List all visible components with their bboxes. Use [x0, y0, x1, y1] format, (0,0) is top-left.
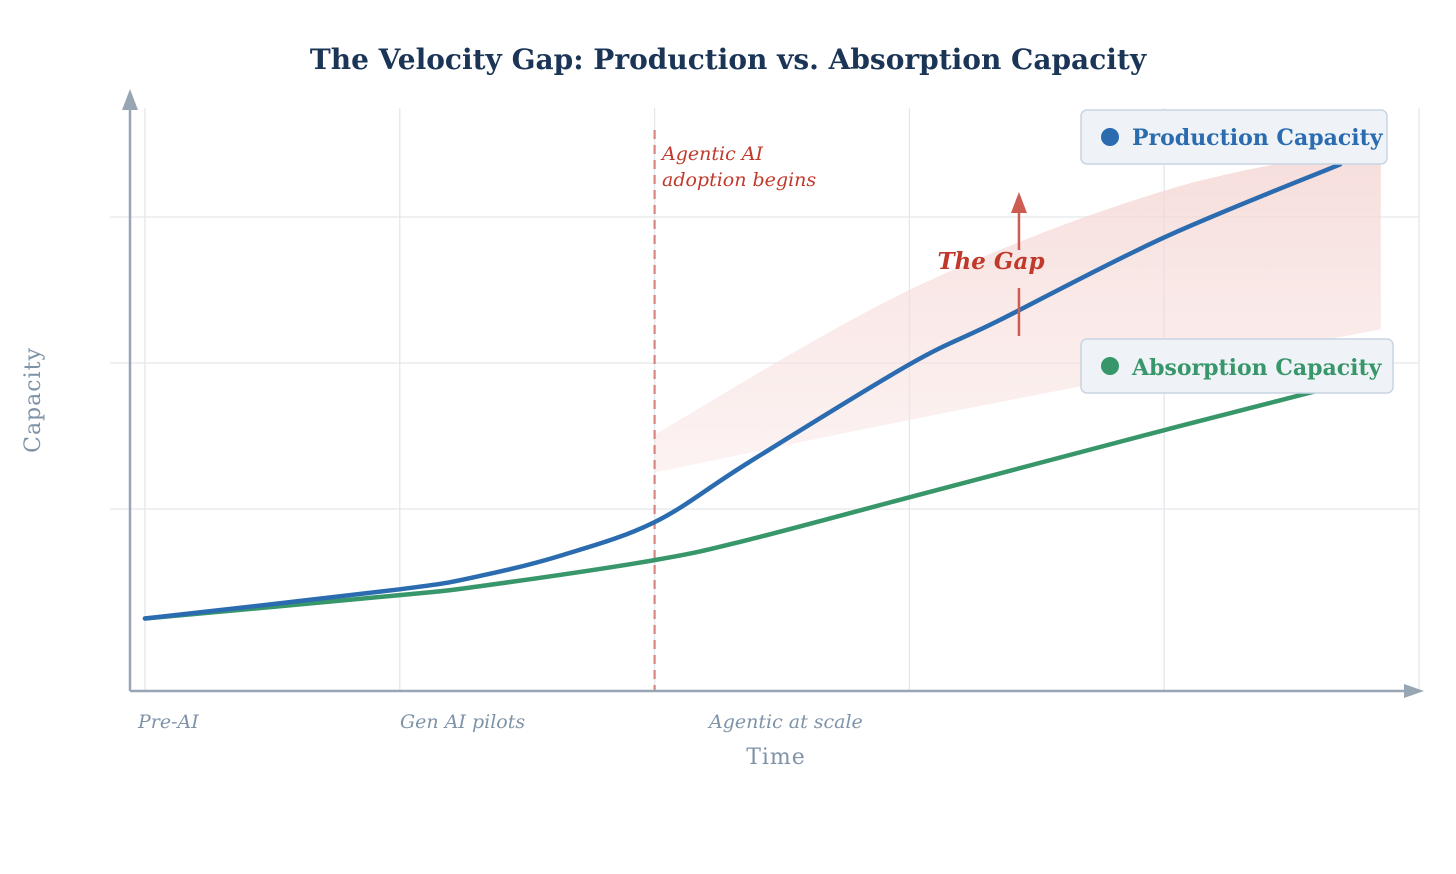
- x-tick-label: Gen AI pilots: [400, 711, 525, 733]
- legend-absorption: Absorption Capacity: [1080, 338, 1394, 394]
- legend-absorption-label: Absorption Capacity: [1131, 355, 1383, 381]
- adoption-annotation-line1: Agentic AI: [660, 143, 763, 165]
- legend-production-label: Production Capacity: [1132, 125, 1384, 151]
- gap-arrowhead-icon: [1010, 192, 1027, 213]
- gap-label: The Gap: [937, 248, 1044, 275]
- x-tick-label: Agentic at scale: [707, 711, 863, 733]
- x-tick-labels: Pre-AI Gen AI pilots Agentic at scale: [137, 711, 863, 733]
- legend-production: Production Capacity: [1080, 109, 1388, 165]
- absorption-dot-icon: [1101, 357, 1119, 375]
- axes: [122, 89, 1424, 698]
- series-lines: [142, 162, 1343, 621]
- y-axis-label: Capacity: [21, 347, 46, 453]
- production-dot-icon: [1101, 128, 1119, 146]
- series-line-production-capacity: [142, 162, 1343, 621]
- x-axis-label: Time: [746, 745, 806, 770]
- x-tick-label: Pre-AI: [137, 711, 199, 733]
- adoption-annotation-line2: adoption begins: [662, 169, 816, 191]
- x-axis-arrow-icon: [1404, 684, 1424, 698]
- y-axis-arrow-icon: [122, 89, 138, 110]
- gap-arrow: [1010, 192, 1027, 336]
- series-line-absorption-capacity: [142, 382, 1343, 621]
- chart-title: The Velocity Gap: Production vs. Absorpt…: [310, 43, 1147, 76]
